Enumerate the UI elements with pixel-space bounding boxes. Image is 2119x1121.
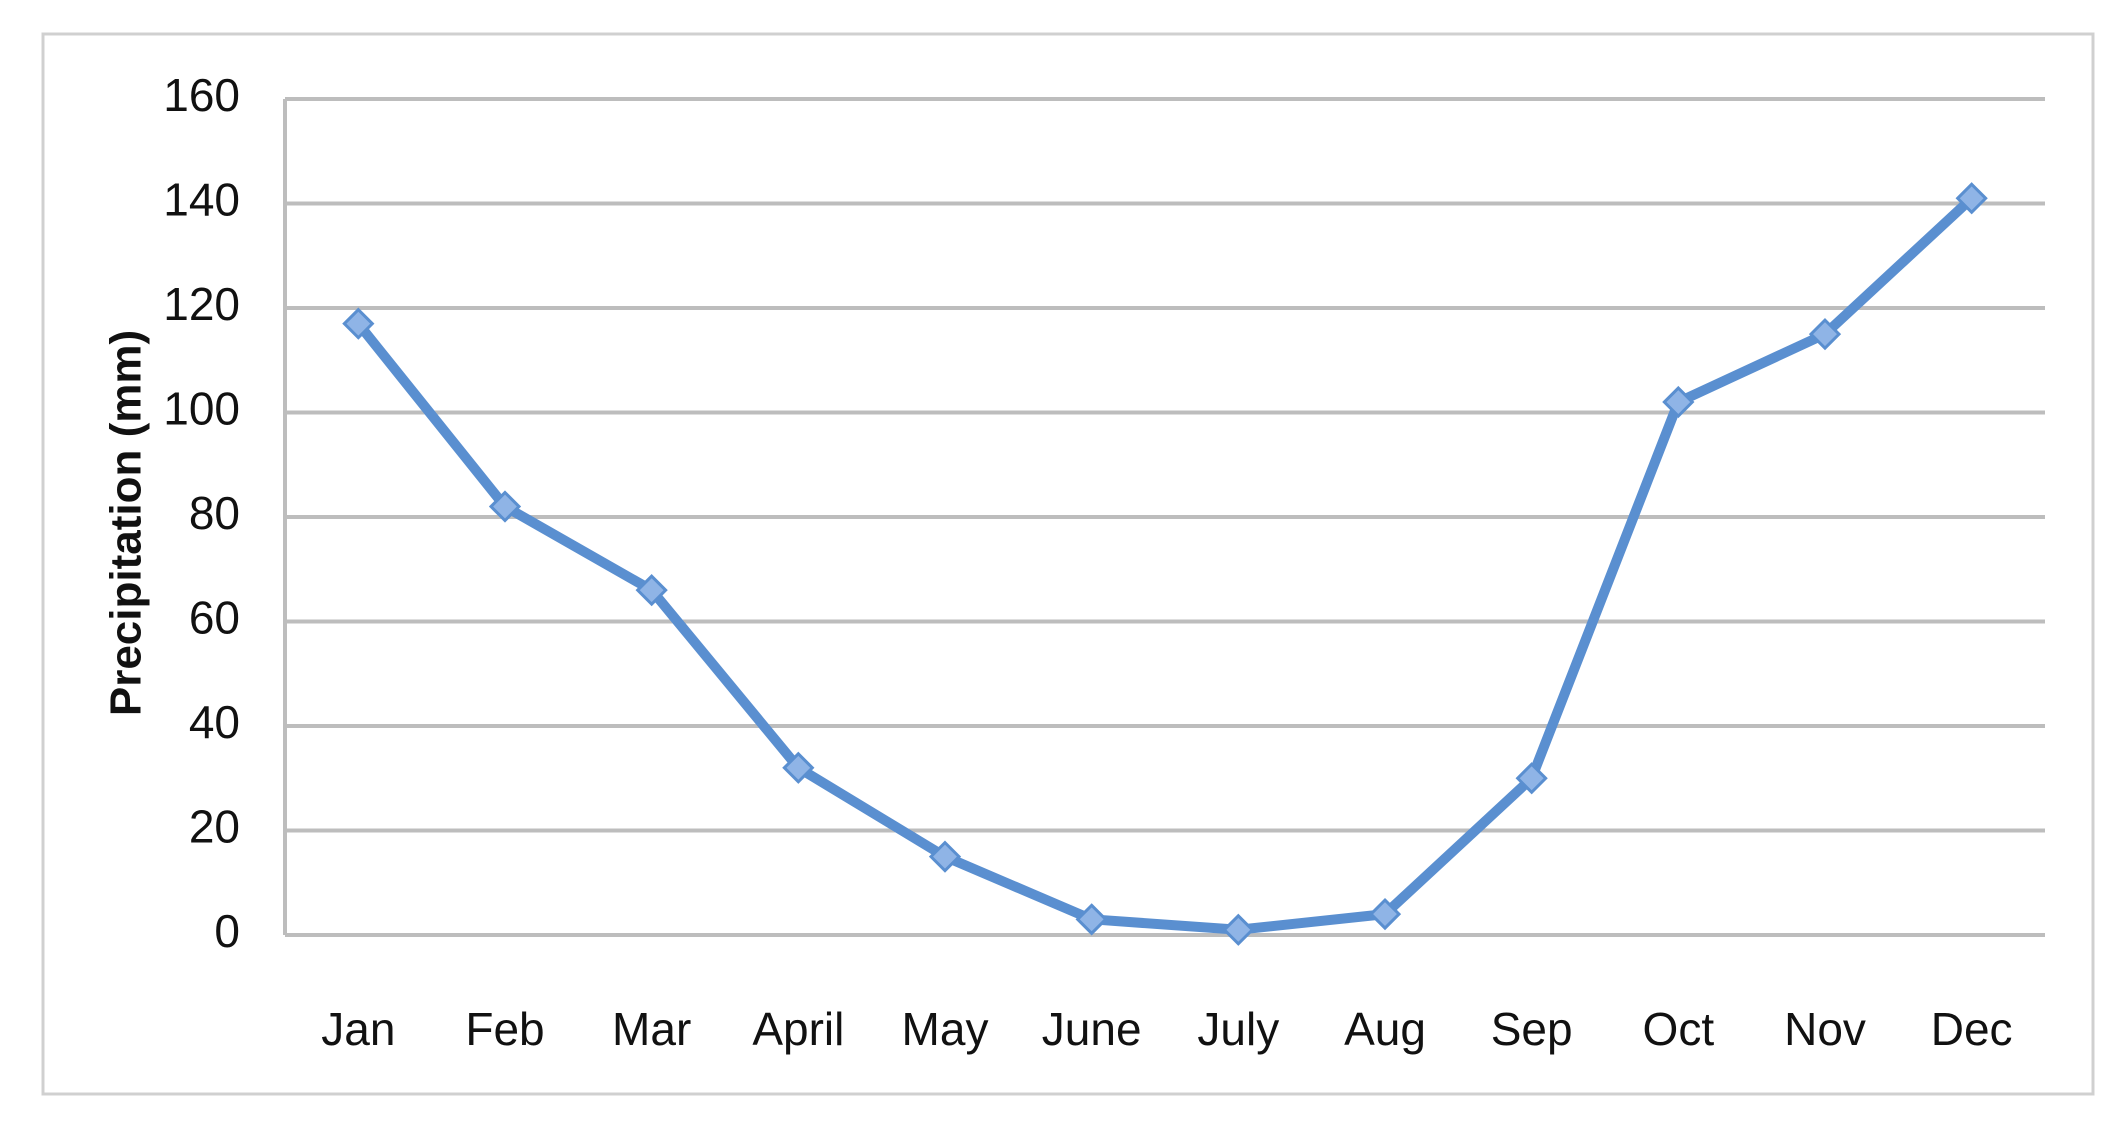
y-tick-label: 140 xyxy=(163,174,240,226)
y-tick-label: 60 xyxy=(189,592,240,644)
y-axis-label: Precipitation (mm) xyxy=(102,330,151,716)
y-tick-label: 20 xyxy=(189,801,240,853)
x-tick-label: Feb xyxy=(465,1003,544,1055)
series-line xyxy=(354,194,1976,935)
x-tick-label: Nov xyxy=(1784,1003,1866,1055)
x-tick-label: April xyxy=(752,1003,844,1055)
y-tick-label: 100 xyxy=(163,383,240,435)
y-tick-label: 40 xyxy=(189,696,240,748)
marker xyxy=(1515,762,1548,795)
marker xyxy=(1662,385,1695,419)
x-tick-label: Jan xyxy=(321,1003,395,1055)
y-tick-label: 160 xyxy=(163,69,240,121)
marker xyxy=(635,574,668,607)
x-tick-label: July xyxy=(1197,1003,1279,1055)
chart-frame xyxy=(41,32,2095,1096)
marker xyxy=(342,307,375,340)
x-tick-label: Aug xyxy=(1344,1003,1426,1055)
x-tick-label: Dec xyxy=(1931,1003,2013,1055)
marker xyxy=(1075,903,1108,936)
marker xyxy=(1955,182,1988,215)
marker xyxy=(1222,913,1255,946)
y-tick-label: 120 xyxy=(163,278,240,330)
marker xyxy=(1368,897,1402,931)
x-tick-label: May xyxy=(902,1003,989,1055)
marker xyxy=(488,490,522,523)
y-tick-label: 80 xyxy=(189,487,240,539)
y-tick-label: 0 xyxy=(214,905,240,957)
x-tick-label: Sep xyxy=(1491,1003,1573,1055)
x-tick-label: Mar xyxy=(612,1003,691,1055)
marker xyxy=(782,751,815,784)
x-tick-label: June xyxy=(1042,1003,1142,1055)
marker xyxy=(928,840,962,873)
marker xyxy=(1808,318,1842,351)
x-tick-label: Oct xyxy=(1643,1003,1715,1055)
